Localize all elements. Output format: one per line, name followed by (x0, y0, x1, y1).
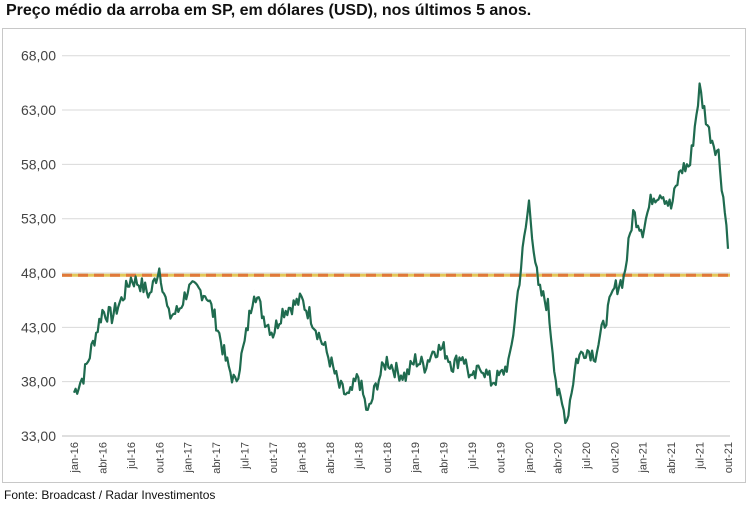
series-layer (72, 82, 730, 425)
y-tick-label: 33,00 (21, 428, 56, 444)
x-tick-label: out-19 (496, 442, 508, 473)
y-tick-label: 63,00 (21, 102, 56, 118)
x-axis-ticks: jan-16 abr-16 jul-16 out-16 jan-17 abr-17 jul-… (62, 435, 735, 474)
x-tick-label: jan-19 (410, 442, 422, 474)
chart-frame (2, 28, 746, 483)
y-tick-label: 48,00 (21, 265, 56, 281)
x-tick-label: abr-18 (325, 442, 337, 474)
x-tick-label: jul-20 (581, 442, 593, 470)
x-tick-label: jan-18 (296, 442, 308, 474)
y-axis-ticks: 33,00 38,00 43,00 48,00 53,00 58,00 63,00 68,00 (21, 48, 56, 444)
x-tick-label: abr-19 (439, 442, 451, 474)
x-tick-label: abr-21 (666, 442, 678, 474)
x-tick-label: out-16 (154, 442, 166, 473)
y-tick-label: 68,00 (21, 48, 56, 64)
gridlines (62, 55, 730, 437)
y-tick-label: 43,00 (21, 319, 56, 335)
x-tick-label: jul-16 (126, 442, 138, 470)
x-tick-label: out-17 (268, 442, 280, 473)
source-note: Fonte: Broadcast / Radar Investimentos (4, 488, 216, 502)
x-tick-label: abr-17 (211, 442, 223, 474)
x-tick-label: abr-20 (552, 442, 564, 474)
x-tick-label: out-20 (609, 442, 621, 473)
x-tick-label: jul-17 (240, 442, 252, 470)
y-tick-label: 58,00 (21, 156, 56, 172)
x-tick-label: jan-21 (638, 442, 650, 474)
x-tick-label: jan-17 (183, 442, 195, 474)
x-tick-label: abr-16 (97, 442, 109, 474)
x-tick-label: jan-20 (524, 442, 536, 474)
x-tick-label: jul-21 (695, 442, 707, 470)
x-tick-label: out-18 (382, 442, 394, 473)
chart-title: Preço médio da arroba em SP, em dólares … (6, 2, 532, 19)
y-tick-label: 38,00 (21, 374, 56, 390)
x-tick-label: jan-16 (69, 442, 81, 474)
x-tick-label: out-21 (723, 442, 735, 473)
series-line (72, 82, 730, 425)
y-tick-label: 53,00 (21, 211, 56, 227)
x-tick-label: jul-18 (353, 442, 365, 470)
x-tick-label: jul-19 (467, 442, 479, 470)
